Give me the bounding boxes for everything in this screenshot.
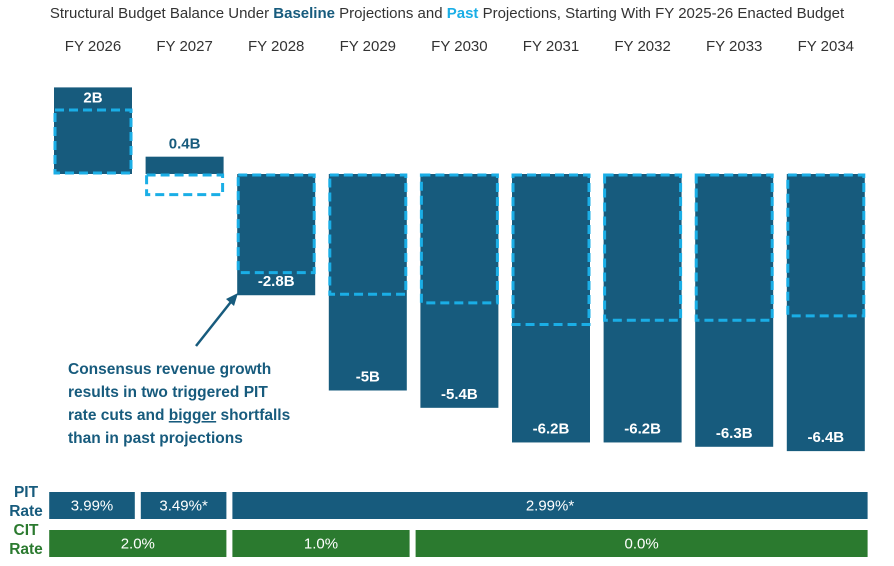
rate-segment	[415, 530, 868, 557]
x-tick-label: FY 2030	[431, 38, 487, 55]
past-bar	[419, 173, 499, 305]
rate-label: Rate	[9, 541, 43, 558]
title-part: Projections and	[335, 5, 447, 22]
rate-segment	[232, 530, 410, 557]
data-label: -5.4B	[441, 386, 478, 403]
x-tick-label: FY 2029	[340, 38, 396, 55]
annotation-part: rate cuts and	[68, 407, 169, 424]
data-label: -6.3B	[716, 425, 753, 442]
bar	[328, 174, 407, 391]
bar	[54, 87, 132, 174]
past-bar	[603, 173, 683, 322]
bar	[603, 174, 682, 443]
rate-label: PIT	[14, 484, 39, 501]
data-label: 2B	[83, 89, 102, 106]
rate-label: Rate	[9, 503, 43, 520]
data-label: 0.4B	[169, 136, 201, 153]
past-bar	[694, 173, 774, 322]
past-bar	[145, 173, 225, 197]
rate-value: 2.0%	[121, 535, 155, 552]
annotation: than in past projections	[68, 430, 243, 447]
x-tick-label: FY 2031	[523, 38, 579, 55]
chart-title: Structural Budget Balance Under Baseline…	[50, 5, 845, 22]
data-label: -5B	[356, 368, 380, 385]
title-part: Projections, Starting With FY 2025-26 En…	[478, 5, 845, 22]
annotation-part: than in past projections	[68, 430, 243, 447]
legend-entry: Baseline	[273, 5, 335, 22]
x-tick-label: FY 2026	[65, 38, 121, 55]
past-bar	[53, 108, 133, 175]
rate-segment	[49, 492, 135, 519]
rate-segment	[232, 492, 868, 519]
x-tick-label: FY 2028	[248, 38, 304, 55]
annotation-emphasis: bigger	[169, 407, 216, 424]
arrow-head	[226, 293, 238, 306]
data-label: -6.2B	[533, 420, 570, 437]
bar	[695, 174, 774, 447]
data-label: -2.8B	[258, 273, 295, 290]
rate-segment	[140, 492, 227, 519]
bar	[145, 156, 224, 174]
rate-value: 1.0%	[304, 535, 338, 552]
annotation-part: shortfalls	[216, 407, 290, 424]
bar	[786, 174, 865, 452]
bar	[420, 174, 499, 408]
data-label: -6.4B	[807, 429, 844, 446]
data-label: -6.2B	[624, 420, 661, 437]
past-bar	[328, 173, 408, 296]
x-tick-label: FY 2034	[798, 38, 854, 55]
annotation-arrow	[195, 297, 235, 347]
annotation: rate cuts and bigger shortfalls	[68, 407, 290, 424]
annotation-part: results in two triggered PIT	[68, 384, 268, 401]
x-tick-label: FY 2032	[614, 38, 670, 55]
bar	[512, 174, 590, 443]
rate-label: CIT	[14, 522, 40, 539]
legend-entry: Past	[447, 5, 479, 22]
rate-segment	[49, 530, 227, 557]
x-tick-label: FY 2033	[706, 38, 762, 55]
rate-value: 3.49%*	[159, 497, 208, 514]
bar	[237, 174, 316, 296]
annotation: Consensus revenue growth	[68, 361, 271, 378]
rate-value: 2.99%*	[526, 497, 575, 514]
x-tick-label: FY 2027	[156, 38, 212, 55]
rate-value: 0.0%	[624, 535, 658, 552]
past-bar	[236, 173, 316, 275]
title-part: Structural Budget Balance Under	[50, 5, 273, 22]
rate-value: 3.99%	[71, 497, 114, 514]
annotation-part: Consensus revenue growth	[68, 361, 271, 378]
annotation: results in two triggered PIT	[68, 384, 268, 401]
past-bar	[786, 173, 866, 318]
